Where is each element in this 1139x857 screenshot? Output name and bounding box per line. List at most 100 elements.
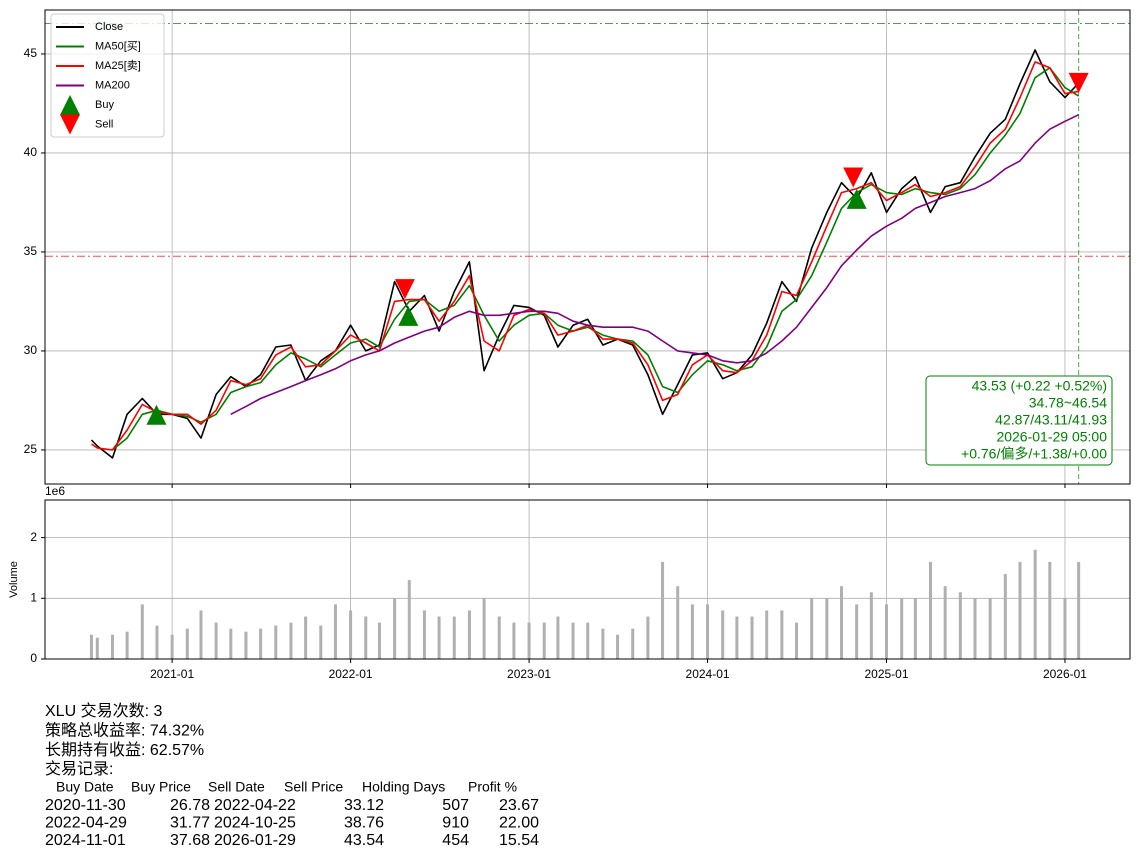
summary-line: XLU 交易次数: 3 [45,702,162,720]
legend-label: Close [95,21,123,33]
y-tick-label: 40 [24,145,38,159]
annotation-text: 34.78~46.54 [1029,395,1107,411]
table-header: Buy Price [131,779,191,795]
volume-bar [170,634,174,659]
legend-label: MA200 [95,79,130,91]
volume-bar [527,622,531,659]
volume-bar [1063,598,1067,659]
table-cell: 15.54 [499,832,539,849]
volume-bar [601,628,605,659]
volume-bar [304,616,308,659]
volume-bar [244,631,248,659]
table-cell: 23.67 [499,797,539,814]
x-tick-label: 2025-01 [864,667,908,681]
legend-label: Buy [95,99,114,111]
offset-label: 1e6 [45,484,65,498]
annotation-text: +0.76/偏多/+1.38/+0.00 [961,446,1107,462]
x-tick-label: 2022-01 [329,667,373,681]
volume-bar [393,598,397,659]
y-tick-label: 1 [30,590,37,604]
volume-bar [467,610,471,659]
table-cell: 26.78 [170,797,210,814]
volume-bar [512,622,516,659]
volume-bar [616,634,620,659]
volume-bar [586,622,590,659]
trade-marker [846,188,867,209]
x-tick-label: 2024-01 [686,667,730,681]
trade-marker [1068,72,1089,93]
volume-bar [319,625,323,659]
volume-bar [913,598,917,659]
y-axis-label: Volume [8,561,20,598]
volume-bar [780,610,784,659]
volume-bar [140,604,144,659]
x-tick-label: 2021-01 [150,667,194,681]
annotation-box [925,375,1113,466]
price-line [91,61,1079,451]
trade-marker [394,279,415,300]
volume-bar [407,580,411,659]
volume-bar [884,604,888,659]
legend-label: Sell [95,118,113,130]
legend-box [50,13,165,138]
volume-bar [571,622,575,659]
volume-bar [1018,561,1022,659]
volume-bar [943,586,947,659]
volume-bar [289,622,293,659]
volume-bar [497,616,501,659]
volume-bar [840,586,844,659]
volume-bar [274,625,278,659]
volume-bar [229,628,233,659]
legend-swatch [60,95,80,115]
table-cell: 2026-01-29 [214,832,296,849]
volume-bar [973,598,977,659]
trade-marker [398,305,419,326]
volume-bar [556,616,560,659]
volume-bar [422,610,426,659]
volume-bar [1033,549,1037,659]
volume-bar [735,616,739,659]
y-tick-label: 2 [30,530,37,544]
volume-bar [542,622,546,659]
y-tick-label: 45 [24,46,38,60]
volume-bar [437,616,441,659]
volume-bar [1003,574,1007,659]
table-cell: 2024-11-01 [45,832,126,849]
volume-bar [95,637,99,659]
table-cell: 454 [442,832,469,849]
annotation-text: 2026-01-29 05:00 [996,429,1107,445]
table-cell: 22.00 [499,815,539,832]
table-header: Holding Days [362,779,445,795]
table-cell: 38.76 [344,815,384,832]
volume-bar [900,598,904,659]
volume-bar [199,610,203,659]
volume-bar [750,616,754,659]
volume-bar [825,598,829,659]
table-cell: 37.68 [170,832,210,849]
axes-frame [44,9,1131,485]
volume-bar [661,561,665,659]
legend-swatch [60,114,80,135]
table-cell: 2022-04-22 [214,797,296,814]
x-tick-label: 2023-01 [507,667,551,681]
price-line [90,49,1080,459]
volume-bar [1048,561,1052,659]
table-cell: 2024-10-25 [214,815,296,832]
table-header: Sell Price [284,779,343,795]
trade-marker [843,167,864,188]
table-header: Sell Date [208,779,265,795]
volume-bar [89,634,93,659]
legend-label: MA25[卖] [95,59,141,72]
y-tick-label: 0 [30,651,37,665]
volume-bar [929,561,933,659]
volume-bar [958,592,962,659]
table-header: Profit % [468,779,517,795]
volume-bar [676,586,680,659]
volume-bar [364,616,368,659]
volume-bar [259,628,263,659]
y-tick-label: 35 [24,244,38,258]
x-tick-label: 2026-01 [1043,667,1087,681]
price-line [230,113,1080,416]
axes-frame [44,499,1131,660]
table-header: Buy Date [56,779,114,795]
